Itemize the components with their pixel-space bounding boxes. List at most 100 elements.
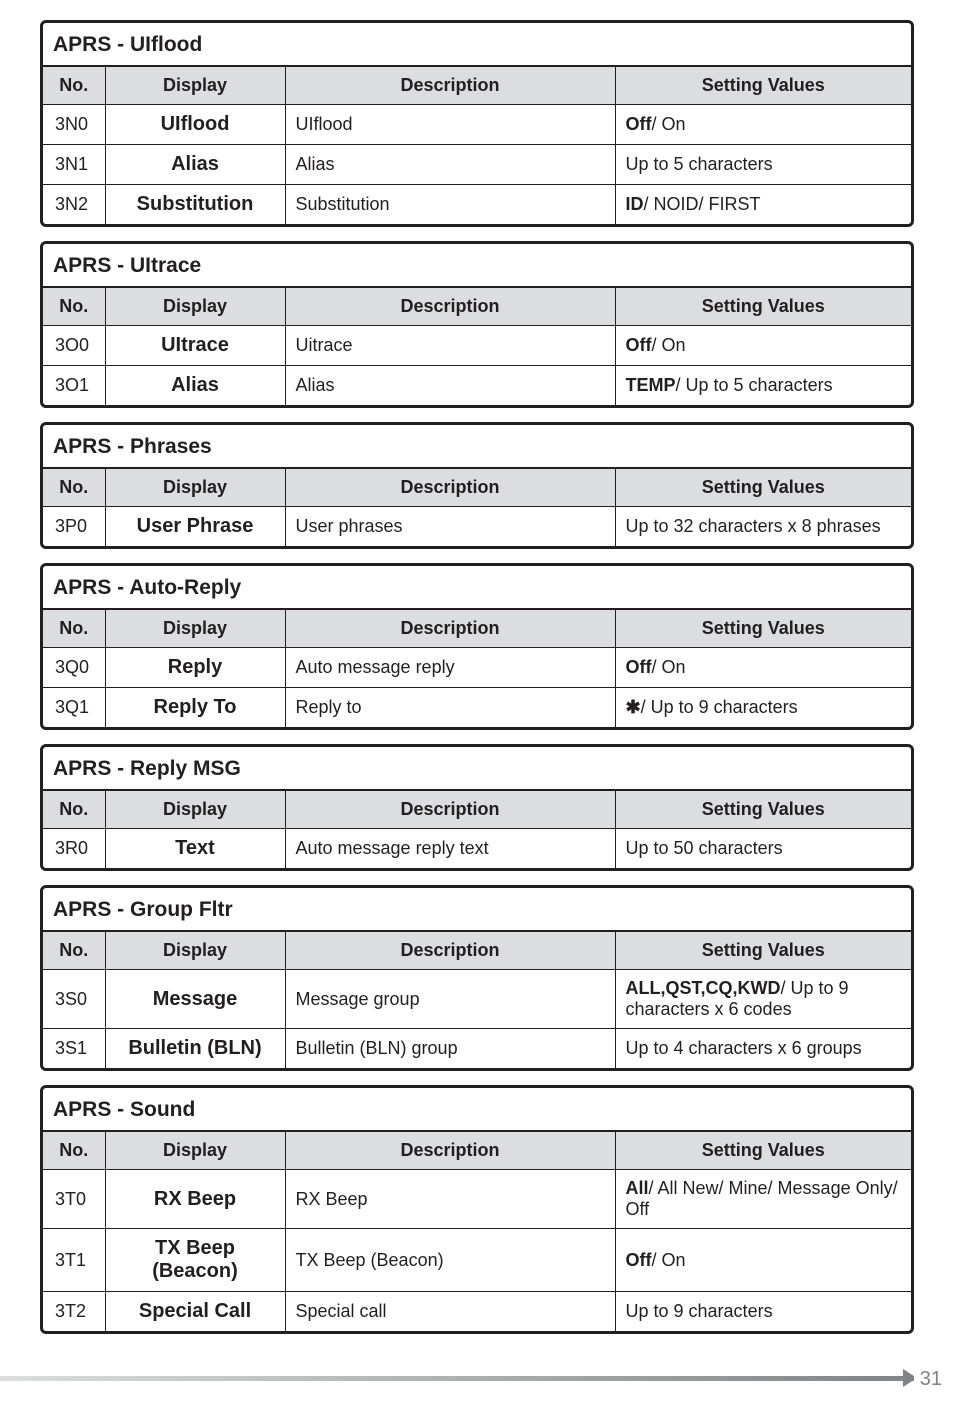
cell-no: 3T0 — [43, 1170, 105, 1229]
table-row: 3T1TX Beep(Beacon)TX Beep (Beacon)Off/ O… — [43, 1229, 911, 1292]
cell-display: Special Call — [105, 1292, 285, 1332]
settings-section: APRS - Auto-ReplyNo.DisplayDescriptionSe… — [40, 563, 914, 730]
table-row: 3Q1Reply ToReply to✱/ Up to 9 characters — [43, 688, 911, 728]
column-header-description: Description — [285, 469, 615, 507]
cell-setting-values: All/ All New/ Mine/ Message Only/ Off — [615, 1170, 911, 1229]
column-header-no: No. — [43, 288, 105, 326]
cell-display: Alias — [105, 366, 285, 406]
column-header-setting: Setting Values — [615, 288, 911, 326]
cell-no: 3O1 — [43, 366, 105, 406]
table-row: 3N0UIfloodUIfloodOff/ On — [43, 105, 911, 145]
cell-description: Bulletin (BLN) group — [285, 1029, 615, 1069]
cell-display: Alias — [105, 145, 285, 185]
cell-setting-values: Up to 50 characters — [615, 829, 911, 869]
table-row: 3N1AliasAliasUp to 5 characters — [43, 145, 911, 185]
column-header-setting: Setting Values — [615, 67, 911, 105]
cell-no: 3Q1 — [43, 688, 105, 728]
cell-setting-values: Off/ On — [615, 1229, 911, 1292]
column-header-description: Description — [285, 932, 615, 970]
column-header-description: Description — [285, 1132, 615, 1170]
section-title: APRS - UItrace — [43, 244, 911, 288]
cell-setting-values: Up to 4 characters x 6 groups — [615, 1029, 911, 1069]
column-header-setting: Setting Values — [615, 469, 911, 507]
table-row: 3Q0ReplyAuto message replyOff/ On — [43, 648, 911, 688]
table-row: 3T2Special CallSpecial callUp to 9 chara… — [43, 1292, 911, 1332]
section-title: APRS - Sound — [43, 1088, 911, 1132]
table-row: 3S1Bulletin (BLN)Bulletin (BLN) groupUp … — [43, 1029, 911, 1069]
section-title: APRS - Phrases — [43, 425, 911, 469]
cell-no: 3T2 — [43, 1292, 105, 1332]
table-row: 3O0UItraceUitraceOff/ On — [43, 326, 911, 366]
cell-display: User Phrase — [105, 507, 285, 547]
cell-description: TX Beep (Beacon) — [285, 1229, 615, 1292]
cell-no: 3Q0 — [43, 648, 105, 688]
table-row: 3P0User PhraseUser phrasesUp to 32 chara… — [43, 507, 911, 547]
table-row: 3R0TextAuto message reply textUp to 50 c… — [43, 829, 911, 869]
cell-display: UItrace — [105, 326, 285, 366]
cell-description: Special call — [285, 1292, 615, 1332]
table-row: 3S0MessageMessage groupALL,QST,CQ,KWD/ U… — [43, 970, 911, 1029]
cell-no: 3O0 — [43, 326, 105, 366]
cell-description: Reply to — [285, 688, 615, 728]
column-header-description: Description — [285, 288, 615, 326]
cell-display: TX Beep(Beacon) — [105, 1229, 285, 1292]
column-header-no: No. — [43, 791, 105, 829]
cell-setting-values: Up to 5 characters — [615, 145, 911, 185]
cell-description: Alias — [285, 145, 615, 185]
cell-description: Alias — [285, 366, 615, 406]
cell-description: User phrases — [285, 507, 615, 547]
cell-setting-values: ID/ NOID/ FIRST — [615, 185, 911, 225]
settings-section: APRS - SoundNo.DisplayDescriptionSetting… — [40, 1085, 914, 1334]
settings-section: APRS - Reply MSGNo.DisplayDescriptionSet… — [40, 744, 914, 871]
settings-table: No.DisplayDescriptionSetting Values3T0RX… — [43, 1132, 911, 1331]
cell-no: 3R0 — [43, 829, 105, 869]
cell-setting-values: Off/ On — [615, 105, 911, 145]
settings-section: APRS - Group FltrNo.DisplayDescriptionSe… — [40, 885, 914, 1071]
column-header-no: No. — [43, 469, 105, 507]
table-row: 3T0RX BeepRX BeepAll/ All New/ Mine/ Mes… — [43, 1170, 911, 1229]
column-header-no: No. — [43, 610, 105, 648]
column-header-description: Description — [285, 67, 615, 105]
column-header-display: Display — [105, 610, 285, 648]
page-number: 31 — [914, 1368, 942, 1391]
table-row: 3O1AliasAliasTEMP/ Up to 5 characters — [43, 366, 911, 406]
cell-display: Substitution — [105, 185, 285, 225]
section-title: APRS - Auto-Reply — [43, 566, 911, 610]
column-header-setting: Setting Values — [615, 791, 911, 829]
column-header-no: No. — [43, 932, 105, 970]
section-title: APRS - Group Fltr — [43, 888, 911, 932]
cell-setting-values: TEMP/ Up to 5 characters — [615, 366, 911, 406]
column-header-display: Display — [105, 791, 285, 829]
column-header-display: Display — [105, 288, 285, 326]
cell-description: Uitrace — [285, 326, 615, 366]
cell-no: 3S0 — [43, 970, 105, 1029]
cell-setting-values: ALL,QST,CQ,KWD/ Up to 9 characters x 6 c… — [615, 970, 911, 1029]
column-header-display: Display — [105, 1132, 285, 1170]
cell-no: 3P0 — [43, 507, 105, 547]
section-title: APRS - UIflood — [43, 23, 911, 67]
column-header-setting: Setting Values — [615, 932, 911, 970]
settings-section: APRS - PhrasesNo.DisplayDescriptionSetti… — [40, 422, 914, 549]
cell-display: UIflood — [105, 105, 285, 145]
cell-description: Message group — [285, 970, 615, 1029]
cell-display: Bulletin (BLN) — [105, 1029, 285, 1069]
cell-setting-values: Off/ On — [615, 648, 911, 688]
cell-display: Reply — [105, 648, 285, 688]
settings-section: APRS - UItraceNo.DisplayDescriptionSetti… — [40, 241, 914, 408]
section-title: APRS - Reply MSG — [43, 747, 911, 791]
cell-no: 3N0 — [43, 105, 105, 145]
cell-display: Reply To — [105, 688, 285, 728]
cell-display: Message — [105, 970, 285, 1029]
settings-section: APRS - UIfloodNo.DisplayDescriptionSetti… — [40, 20, 914, 227]
cell-setting-values: ✱/ Up to 9 characters — [615, 688, 911, 728]
cell-no: 3S1 — [43, 1029, 105, 1069]
cell-description: UIflood — [285, 105, 615, 145]
cell-no: 3T1 — [43, 1229, 105, 1292]
cell-display: Text — [105, 829, 285, 869]
cell-setting-values: Off/ On — [615, 326, 911, 366]
cell-setting-values: Up to 32 characters x 8 phrases — [615, 507, 911, 547]
cell-description: Auto message reply text — [285, 829, 615, 869]
column-header-setting: Setting Values — [615, 610, 911, 648]
column-header-no: No. — [43, 1132, 105, 1170]
table-row: 3N2SubstitutionSubstitutionID/ NOID/ FIR… — [43, 185, 911, 225]
